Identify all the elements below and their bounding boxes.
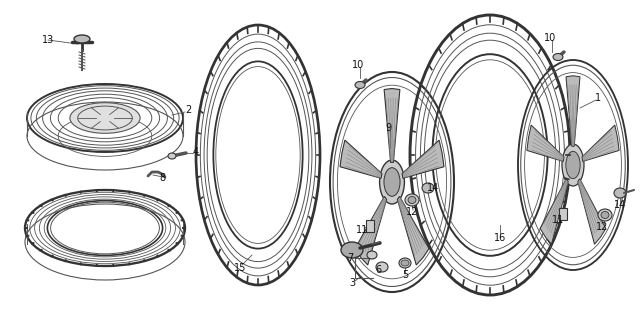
Text: 12: 12 [406, 207, 418, 217]
Polygon shape [578, 179, 606, 244]
Text: 13: 13 [42, 35, 54, 45]
Ellipse shape [74, 35, 90, 43]
Polygon shape [540, 179, 568, 244]
Ellipse shape [70, 103, 140, 133]
Ellipse shape [380, 160, 404, 204]
Polygon shape [582, 125, 619, 161]
Ellipse shape [355, 81, 365, 88]
Polygon shape [340, 140, 382, 178]
Text: 6: 6 [375, 265, 381, 275]
Ellipse shape [405, 194, 419, 206]
Bar [559, 208, 567, 220]
Text: 14: 14 [614, 200, 626, 210]
Ellipse shape [399, 258, 411, 268]
Text: 14: 14 [427, 183, 439, 193]
Ellipse shape [168, 153, 176, 159]
Text: 2: 2 [185, 105, 191, 115]
Ellipse shape [614, 188, 626, 198]
Text: 7: 7 [347, 253, 353, 263]
Bar [366, 220, 374, 232]
Text: 9: 9 [385, 123, 391, 133]
Text: 16: 16 [494, 233, 506, 243]
Text: 11: 11 [552, 215, 564, 225]
Ellipse shape [566, 151, 580, 179]
Text: 5: 5 [402, 270, 408, 280]
Text: 4: 4 [193, 147, 199, 157]
Text: 10: 10 [544, 33, 556, 43]
Text: 15: 15 [234, 263, 246, 273]
Polygon shape [397, 197, 429, 265]
Polygon shape [355, 197, 387, 265]
Ellipse shape [341, 242, 363, 258]
Text: 8: 8 [159, 173, 165, 183]
Ellipse shape [553, 54, 563, 61]
Ellipse shape [422, 183, 434, 193]
Ellipse shape [598, 209, 612, 221]
Ellipse shape [367, 251, 377, 259]
Ellipse shape [562, 144, 584, 186]
Polygon shape [566, 76, 580, 146]
Text: 1: 1 [595, 93, 601, 103]
Text: 11: 11 [356, 225, 368, 235]
Ellipse shape [408, 197, 416, 204]
Polygon shape [402, 140, 444, 178]
Polygon shape [527, 125, 564, 161]
Text: 12: 12 [596, 222, 608, 232]
Ellipse shape [601, 211, 609, 219]
Ellipse shape [401, 260, 409, 266]
Ellipse shape [376, 262, 388, 272]
Text: 3: 3 [349, 278, 355, 288]
Text: 10: 10 [352, 60, 364, 70]
Ellipse shape [384, 168, 400, 196]
Polygon shape [384, 88, 400, 162]
